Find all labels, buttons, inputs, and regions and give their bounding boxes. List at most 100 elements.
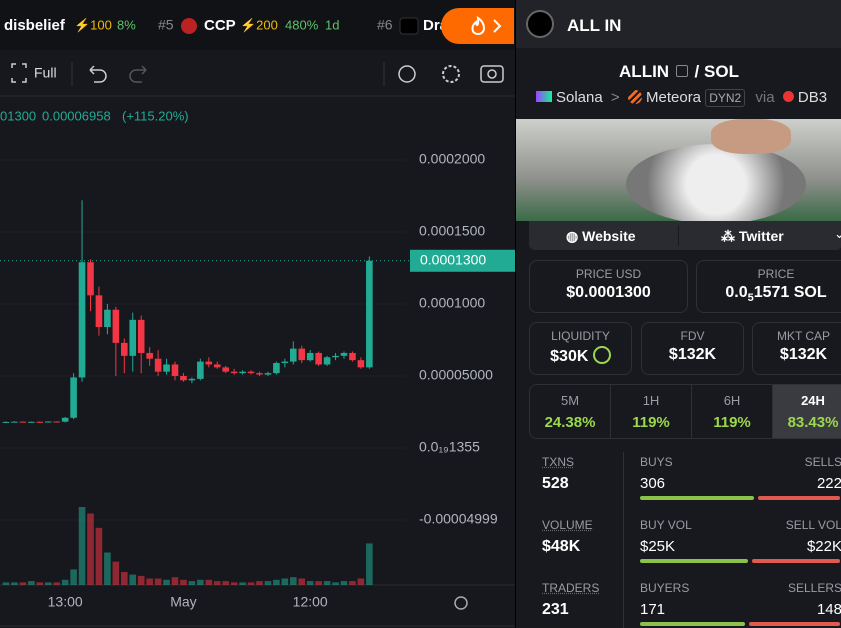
token-panel: ALL IN ALLIN / SOL Solana > Meteora DYN2… — [515, 0, 841, 628]
price-usd-box: PRICE USD $0.0001300 — [529, 260, 688, 313]
candle-body — [95, 295, 103, 328]
value: $0.0001300 — [566, 284, 651, 301]
candle-body — [298, 348, 306, 361]
x-tick-label: 13:00 — [48, 594, 83, 610]
volume-bar — [180, 579, 187, 585]
volume-bar — [264, 581, 272, 585]
volume-bar — [171, 577, 179, 585]
volume-bar — [239, 582, 246, 585]
stat-value: 222 — [816, 475, 841, 492]
top-bar — [0, 0, 515, 50]
label: LIQUIDITY — [551, 329, 610, 343]
x-tick-label: May — [170, 594, 196, 610]
candle-body — [180, 376, 187, 381]
candle-body — [264, 373, 272, 375]
candle-body — [213, 364, 221, 368]
hand — [711, 119, 791, 154]
camera-icon[interactable] — [480, 65, 504, 83]
timeframe-tab[interactable]: 24H 83.43% — [773, 385, 841, 438]
stat-label: BUYS — [640, 455, 673, 469]
copy-icon[interactable] — [675, 65, 688, 77]
links-row — [529, 221, 841, 250]
volume-bar — [273, 579, 280, 585]
full-button[interactable]: Full — [34, 65, 57, 81]
candle-body — [112, 309, 120, 343]
router-icon — [782, 91, 794, 102]
stat-value: 306 — [640, 475, 666, 492]
candle-body — [188, 378, 196, 381]
ticker-rank: #5 — [158, 17, 174, 33]
stat-label: TRADERS — [542, 581, 600, 595]
stat-value: $48K — [542, 538, 581, 555]
digits: 1571 SOL — [753, 284, 827, 301]
ticker-name[interactable]: CCP — [204, 17, 236, 34]
volume-bar — [213, 581, 221, 585]
timeframe-change: 119% — [632, 414, 670, 431]
timeframe-label: 6H — [723, 393, 741, 408]
ticker-name[interactable]: disbelief — [4, 17, 66, 34]
volume-bar — [61, 579, 69, 585]
chart-panel: disbelief ⚡100 8% #5 CCP ⚡200 480% 1d #6… — [0, 0, 515, 627]
timeframe-tab[interactable]: 1H 119% — [611, 385, 692, 438]
volume-bar — [28, 581, 35, 585]
panel-header — [516, 0, 841, 48]
buy-bar — [640, 559, 748, 563]
twitter-link[interactable]: ⁂ Twitter — [721, 228, 784, 244]
via: via — [755, 89, 775, 106]
candle-body — [197, 361, 204, 379]
chain[interactable]: Solana — [556, 89, 603, 106]
volume-bar — [298, 578, 306, 585]
candle-body — [70, 377, 77, 418]
label: MKT CAP — [776, 329, 831, 343]
y-tick-label: 0.0001000 — [419, 295, 485, 311]
fdv-box: FDV $132K — [641, 322, 744, 375]
sell-bar — [752, 559, 840, 563]
ohlc-change: (+115.20%) — [122, 108, 189, 123]
stat-value: 231 — [542, 601, 569, 618]
stat-value: 171 — [640, 601, 666, 618]
volume-bar — [323, 581, 331, 585]
link-text: Website — [582, 228, 636, 244]
candle-body — [247, 371, 255, 374]
value: $132K — [779, 346, 828, 363]
base: ALLIN — [619, 62, 670, 81]
redo[interactable] — [129, 65, 147, 83]
timeframe-tab[interactable]: 6H 119% — [692, 385, 773, 438]
panel-title: ALL IN — [567, 16, 622, 35]
value: $30K — [530, 346, 631, 366]
candle-body — [366, 260, 373, 368]
banner-image — [516, 119, 841, 221]
undo[interactable] — [89, 65, 107, 83]
dex[interactable]: Meteora — [646, 89, 702, 106]
volume-bar — [366, 543, 373, 585]
ohlc-value: 0.00006958 — [42, 108, 111, 123]
candle-body — [87, 262, 94, 296]
timeframe-tab[interactable]: 5M 24.38% — [530, 385, 611, 438]
fullscreen-icon[interactable] — [11, 63, 27, 83]
hot-button[interactable] — [441, 8, 514, 44]
y-tick-label: -0.00004999 — [419, 511, 498, 527]
buy-bar — [640, 622, 746, 626]
candle-body — [239, 371, 246, 374]
alert-icon[interactable] — [398, 65, 416, 83]
value: $132K — [668, 346, 717, 363]
ticker-age: 1d — [325, 17, 339, 32]
candle-body — [357, 360, 365, 368]
stat-value: 148 — [816, 601, 841, 618]
more-links[interactable]: ⌄ — [834, 226, 841, 242]
axis-settings[interactable] — [454, 596, 468, 610]
slash: / — [694, 62, 700, 81]
settings-icon[interactable] — [442, 65, 460, 83]
volume-bar — [95, 527, 103, 585]
amount: $30K — [550, 348, 589, 365]
toolbar — [0, 50, 515, 96]
volume-bar — [222, 581, 229, 585]
candle-body — [104, 309, 111, 328]
timeframe-label: 1H — [642, 393, 660, 408]
candle-body — [323, 357, 331, 365]
website-link[interactable]: ◍ Website — [566, 228, 636, 244]
volume-bar — [154, 578, 162, 585]
timeframe-change: 24.38% — [544, 414, 596, 431]
pool-badge: DYN2 — [705, 89, 746, 107]
volume-bar — [137, 575, 145, 585]
